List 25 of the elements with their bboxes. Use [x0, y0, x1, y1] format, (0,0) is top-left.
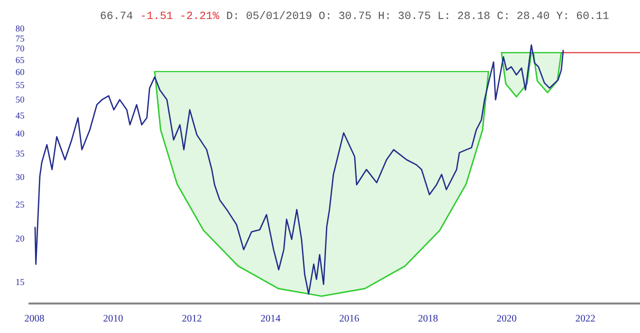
y-tick-label: 50: [16, 94, 25, 105]
y-tick-label: 75: [16, 33, 25, 44]
y-tick-label: 45: [16, 110, 25, 121]
text: D: 05/01/2019 O: 30.75 H: 30.75 L: 28.18 C: 28.40 Y: 60.11: [226, 11, 610, 23]
x-tick-label: 2016: [339, 314, 360, 324]
x-tick-label: 2018: [418, 314, 438, 324]
x-tick-label: 2022: [575, 314, 596, 324]
x-tick-label: 2010: [103, 314, 124, 324]
x-tick-label: 2008: [24, 314, 44, 324]
y-tick-label: 35: [16, 148, 25, 159]
y-tick-label: 25: [16, 200, 25, 210]
x-tick-label: 2012: [182, 314, 202, 324]
y-tick-label: 55: [16, 80, 25, 90]
x-tick-label: 2014: [260, 314, 281, 324]
y-tick-label: 30: [16, 172, 25, 182]
y-tick-label: 15: [16, 276, 25, 287]
y-tick-label: 60: [16, 67, 25, 78]
y-tick-label: 20: [16, 233, 25, 244]
y-tick-label: 65: [16, 54, 25, 65]
y-tick-label: 80: [16, 24, 25, 34]
y-tick-label: 40: [16, 128, 25, 138]
text: -1.51 -2.21%: [140, 11, 220, 23]
text: 66.74: [100, 11, 134, 23]
y-tick-label: 70: [16, 44, 25, 54]
x-tick-label: 2020: [496, 314, 517, 324]
